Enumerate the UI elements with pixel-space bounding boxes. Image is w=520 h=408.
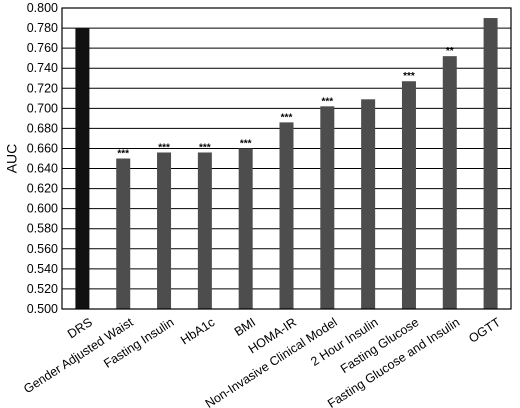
x-category-label: HbA1c bbox=[178, 315, 217, 347]
significance-label: *** bbox=[321, 96, 333, 107]
y-tick-label: 0.700 bbox=[27, 101, 58, 115]
x-category-label: BMI bbox=[232, 315, 258, 339]
bar-fasting-insulin bbox=[157, 152, 172, 309]
significance-label: *** bbox=[117, 149, 129, 160]
bar-gender-adjusted-waist bbox=[116, 158, 131, 309]
x-category-label: OGTT bbox=[466, 315, 503, 346]
bar-non-invasive-clinical-model bbox=[320, 106, 335, 310]
bar-ogtt bbox=[483, 18, 498, 310]
plot-frame bbox=[61, 7, 512, 310]
y-tick-label: 0.780 bbox=[27, 21, 58, 35]
y-tick-label: 0.760 bbox=[27, 41, 58, 55]
significance-label: *** bbox=[158, 142, 170, 153]
bar-fasting-glucose-and-insulin bbox=[442, 56, 457, 309]
y-tick-label: 0.580 bbox=[27, 222, 58, 236]
y-tick-label: 0.680 bbox=[27, 121, 58, 135]
significance-label: ** bbox=[446, 46, 454, 57]
y-tick-label: 0.520 bbox=[27, 282, 58, 296]
significance-label: *** bbox=[240, 138, 252, 149]
x-category-label: DRS bbox=[65, 315, 95, 341]
significance-label: *** bbox=[281, 112, 293, 123]
y-tick-label: 0.660 bbox=[27, 141, 58, 155]
significance-label: *** bbox=[403, 71, 415, 82]
bar-2-hour-insulin bbox=[361, 99, 376, 309]
significance-markers: ****** *** ************** bbox=[117, 46, 453, 159]
x-category-label: Fasting Insulin bbox=[101, 315, 176, 371]
y-tick-label: 0.640 bbox=[27, 162, 58, 176]
bar-drs bbox=[75, 28, 90, 310]
y-tick-label: 0.720 bbox=[27, 81, 58, 95]
y-tick-label: 0.600 bbox=[27, 202, 58, 216]
bar-hba1c bbox=[197, 152, 212, 309]
significance-label: *** bbox=[199, 142, 211, 153]
bar-fasting-glucose bbox=[401, 81, 416, 309]
y-tick-label: 0.560 bbox=[27, 242, 58, 256]
y-axis-title: AUC bbox=[4, 144, 20, 174]
y-tick-label: 0.800 bbox=[27, 1, 58, 15]
y-tick-labels: 0.500 0.520 0.540 0.560 0.580 0.600 0.620 0.640… bbox=[27, 1, 58, 316]
bar-bmi bbox=[238, 148, 253, 309]
bars bbox=[75, 18, 498, 310]
y-tick-label: 0.620 bbox=[27, 182, 58, 196]
y-tick-label: 0.540 bbox=[27, 262, 58, 276]
y-tick-label: 0.740 bbox=[27, 61, 58, 75]
bar-homa-ir bbox=[279, 122, 294, 309]
y-tick-label: 0.500 bbox=[27, 302, 58, 316]
